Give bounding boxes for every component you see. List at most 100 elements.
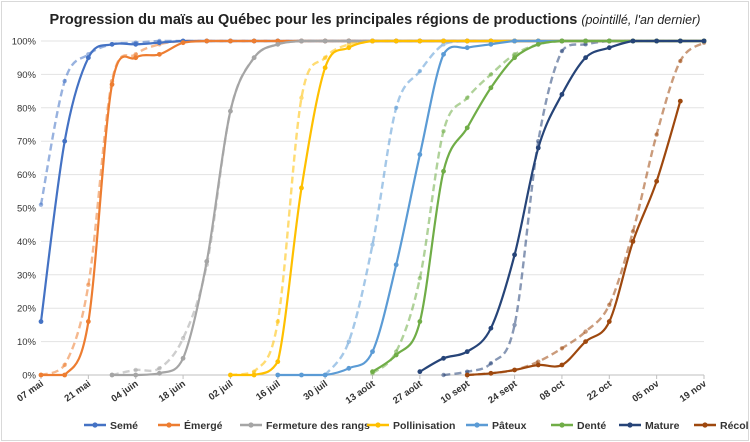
series-1-current-point	[180, 40, 186, 46]
legend-item: Émergé	[158, 419, 223, 432]
series-6-current-point	[606, 45, 612, 51]
series-7-current-point	[512, 367, 517, 373]
x-tick-label: 02 juil	[207, 378, 235, 402]
series-6-current-point	[417, 369, 423, 375]
legend-label: Pollinisation	[393, 420, 455, 432]
series-6-current-point	[512, 252, 517, 258]
series-3-previous-point	[275, 319, 280, 324]
series-0-current-point	[62, 138, 68, 144]
x-tick-label: 27 août	[391, 378, 425, 407]
series-4-current-point	[512, 38, 517, 44]
legend-marker	[92, 422, 98, 428]
series-3-current-point	[417, 38, 423, 44]
series-4-current-point	[488, 41, 494, 47]
series-5-current-point	[583, 38, 589, 44]
series-2-current-point	[228, 108, 233, 114]
x-axis-ticks: 07 mai 21 mai 04 juin 18 juin 02 juil 16 juil…	[15, 375, 709, 407]
legend-item: Pâteux	[466, 420, 527, 432]
x-tick-label: 05 nov	[630, 378, 662, 405]
y-tick-label: 60%	[17, 170, 37, 181]
x-tick-label: 19 nov	[678, 378, 710, 405]
y-tick-label: 30%	[17, 270, 37, 281]
series-4-previous-point	[370, 242, 375, 247]
series-5-current-point	[606, 38, 612, 44]
series-0-current-point	[133, 41, 139, 47]
series-1-current-point	[275, 38, 281, 44]
series-1-previous-point	[62, 362, 67, 368]
series-7-previous-point	[536, 359, 541, 364]
series-2-previous-point	[133, 367, 138, 373]
series-3-current-point	[275, 359, 281, 365]
series-6-current-point	[654, 38, 660, 44]
legend-marker	[166, 422, 172, 428]
legend-label: Récolte	[720, 420, 748, 432]
series-4-current-point	[441, 51, 446, 57]
series-4-previous-point	[417, 68, 423, 74]
series-1-current-point	[204, 38, 210, 44]
series-2-current-point	[133, 372, 139, 378]
series-7-current-point	[677, 98, 683, 104]
series-5-current-point	[535, 41, 541, 47]
series-7-previous-point	[583, 329, 588, 334]
series-5-current-line	[371, 39, 704, 373]
x-tick-label: 04 juin	[109, 378, 140, 404]
series-2-current-point	[251, 55, 257, 61]
series-5-previous-point	[417, 275, 423, 281]
series-5-current-point	[417, 319, 423, 324]
series-3-current-point	[441, 38, 446, 44]
legend-marker	[474, 422, 480, 428]
series-3-current-point	[322, 65, 328, 71]
series-6-previous-point	[559, 48, 565, 54]
series-7-current-point	[559, 362, 565, 368]
legend-label: Pâteux	[492, 420, 527, 432]
x-tick-label: 07 mai	[15, 378, 46, 404]
legend-marker	[627, 422, 633, 428]
series-6-current-point	[464, 349, 470, 355]
legend-label: Mature	[645, 420, 680, 432]
series-2-current-point	[275, 41, 281, 47]
series-7-previous-point	[559, 346, 565, 351]
series-7-current-point	[464, 372, 470, 378]
series-6-current-point	[583, 55, 589, 61]
series-1-current-point	[109, 82, 115, 87]
chart-title-main: Progression du maïs au Québec pour les p…	[50, 12, 578, 28]
series-3-previous-point	[346, 42, 352, 47]
series-2-previous-point	[157, 366, 162, 371]
legend: Semé Émergé Fermeture des rangs Pollinisati…	[84, 419, 748, 432]
x-tick-label: 30 juil	[301, 378, 329, 402]
series-2-current-point	[346, 38, 352, 44]
series-7-current-point	[630, 239, 636, 244]
series-5-current-point	[464, 125, 470, 131]
legend-item: Récolte	[694, 420, 748, 432]
series-6-current-line	[419, 39, 704, 373]
series-3-current-point	[488, 38, 494, 44]
series-7-current-point	[654, 178, 660, 184]
legend-item: Mature	[619, 420, 680, 432]
legend-marker	[375, 422, 381, 428]
series-4-current-point	[346, 365, 352, 371]
legend-marker	[702, 422, 708, 428]
series-7-current-point	[488, 370, 494, 376]
series-1-current-point	[133, 55, 139, 61]
series-4-previous-point	[346, 339, 352, 344]
legend-label: Semé	[110, 420, 138, 432]
x-tick-label: 18 juin	[157, 378, 188, 404]
series-3-current-point	[393, 38, 399, 44]
series-4-current-point	[535, 38, 541, 44]
series-6-previous-point	[512, 322, 517, 328]
series-1-current-point	[62, 372, 68, 378]
y-axis-ticks: 0% 10% 20% 30% 40% 50% 60% 70% 80% 90% 100%	[12, 37, 37, 382]
series-1-previous-point	[133, 52, 138, 57]
legend-marker	[559, 422, 565, 428]
legend-item: Denté	[551, 420, 606, 432]
series-3-current-point	[228, 372, 233, 378]
chart-subtitle: (pointillé, l'an dernier)	[581, 13, 700, 27]
y-tick-label: 20%	[17, 304, 37, 315]
series-2-current-point	[299, 38, 304, 44]
series-0-current-line	[39, 39, 704, 322]
series-2-current-point	[204, 259, 210, 264]
y-tick-label: 40%	[17, 237, 37, 248]
series-1-current-point	[228, 38, 233, 44]
current-year-series	[38, 38, 707, 378]
